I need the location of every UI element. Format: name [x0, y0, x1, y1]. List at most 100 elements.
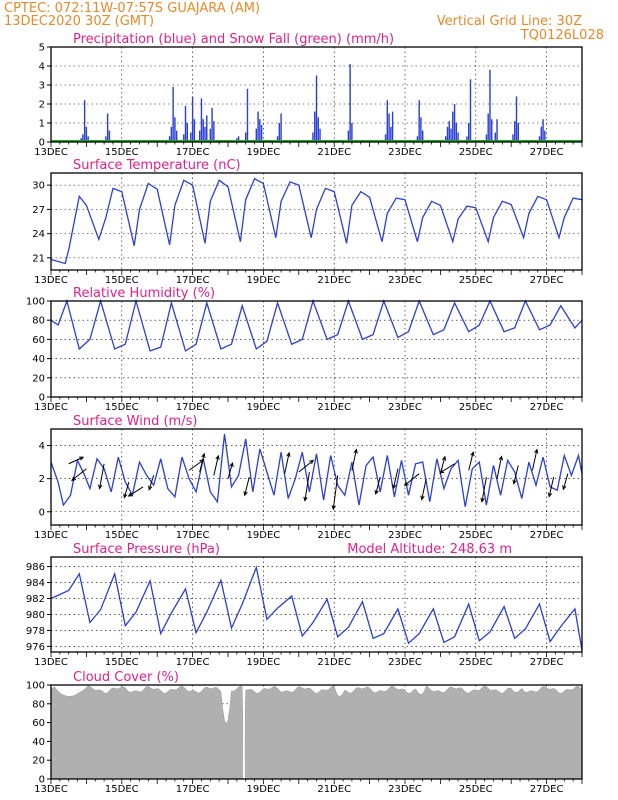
wind-arrow: [213, 455, 219, 476]
precip-bar: [450, 128, 452, 142]
temp-ytick-label: 27: [32, 205, 45, 216]
precip-ytick-label: 4: [39, 62, 45, 73]
pres-ytick-label: 984: [26, 578, 45, 589]
cloud-xtick-label: 13DEC: [34, 784, 68, 795]
precip-bar: [347, 130, 350, 142]
precip-bar: [386, 100, 389, 142]
rh-xtick-label: 23DEC: [388, 402, 422, 413]
pres-series-line: [50, 565, 583, 651]
wind-arrow: [468, 452, 474, 471]
rh-xtick-label: 27DEC: [530, 402, 564, 413]
precip-bar: [351, 123, 353, 142]
wind-arrow: [71, 468, 87, 481]
wind-frame: [50, 428, 583, 526]
cloud-xtick-label: 17DEC: [176, 784, 210, 795]
wind-arrow: [439, 463, 455, 474]
wind-ytick-label: 4: [39, 441, 45, 452]
wind-arrow: [227, 462, 233, 479]
precip-bar: [391, 111, 394, 142]
wind-arrow-head: [498, 455, 504, 461]
temp-xtick-label: 23DEC: [388, 275, 422, 286]
precip-bar: [544, 130, 546, 142]
precip-bar: [485, 134, 488, 142]
wind-arrow-head: [331, 505, 336, 511]
precip-bar: [246, 88, 249, 142]
precip-bar: [257, 111, 259, 142]
precip-bar: [388, 113, 390, 142]
precip-bar: [496, 119, 498, 142]
pres-xtick-label: 15DEC: [105, 657, 139, 668]
rh-ytick-label: 100: [26, 297, 45, 308]
temp-frame: [50, 172, 583, 271]
temp-xtick-label: 21DEC: [317, 275, 351, 286]
wind-xtick-label: 19DEC: [247, 530, 281, 541]
precip-bar: [85, 126, 88, 142]
wind-arrow: [513, 465, 519, 484]
rh-xtick-label: 21DEC: [317, 402, 351, 413]
cloud-xtick-label: 27DEC: [530, 784, 564, 795]
rh-xtick-label: 17DEC: [176, 402, 210, 413]
precip-bar: [193, 119, 196, 142]
cloud-area: [50, 685, 583, 780]
wind-series-line: [50, 433, 583, 507]
precip-bar: [491, 119, 493, 142]
precip-bar: [198, 130, 201, 142]
precip-bar: [213, 121, 215, 142]
precip-bar: [183, 134, 185, 142]
precip-bar: [384, 134, 387, 142]
wind-arrow-head: [480, 497, 485, 503]
precip-ytick-label: 5: [39, 43, 45, 54]
precip-bar: [204, 126, 206, 142]
precip-bar: [421, 130, 424, 142]
wind-xtick-label: 21DEC: [317, 530, 351, 541]
cloud-ytick-label: 40: [32, 737, 45, 748]
precip-bar: [515, 96, 518, 142]
precip-xtick-label: 23DEC: [388, 147, 422, 158]
temp-xtick-label: 17DEC: [176, 275, 210, 286]
rh-xtick-label: 13DEC: [34, 402, 68, 413]
precip-bar: [457, 132, 459, 142]
temp-xtick-label: 15DEC: [105, 275, 139, 286]
precip-bar: [317, 117, 319, 142]
rh-ytick-label: 80: [32, 316, 45, 327]
precip-bar: [211, 107, 213, 142]
precip-bar: [455, 123, 458, 142]
rh-xtick-label: 15DEC: [105, 402, 139, 413]
precip-bar: [260, 124, 263, 142]
precip-bar: [542, 119, 544, 142]
wind-arrow-head: [215, 454, 220, 460]
precip-bar: [190, 132, 192, 142]
precip-bar: [209, 128, 212, 142]
pres-ytick-label: 976: [26, 642, 45, 653]
wind-title: Surface Wind (m/s): [73, 414, 197, 429]
pres-xtick-label: 21DEC: [317, 657, 351, 668]
wind-arrow-head: [286, 451, 291, 457]
wind-arrow-head: [243, 491, 248, 497]
rh-ytick-label: 0: [39, 393, 45, 404]
rh-ytick-label: 40: [32, 354, 45, 365]
cloud-xtick-label: 21DEC: [317, 784, 351, 795]
precip-title: Precipitation (blue) and Snow Fall (gree…: [73, 32, 394, 47]
rh-ytick-label: 20: [32, 373, 45, 384]
cloud-panel: 0 20 40 60 80 100 13DEC 15DEC 17DEC 19DEC 21DEC 23D…: [26, 670, 583, 795]
wind-arrow-head: [201, 452, 206, 458]
wind-arrow-head: [79, 456, 85, 461]
rh-series-line: [50, 298, 583, 352]
precip-bar: [259, 119, 261, 142]
wind-arrow: [421, 478, 427, 500]
pres-ytick-label: 982: [26, 594, 45, 605]
wind-arrow: [531, 449, 538, 471]
wind-arrow: [123, 481, 130, 498]
wind-arrow-head: [123, 493, 128, 499]
precip-bar: [170, 126, 173, 142]
pres-panel: 976 978 980 982 984 986 13DEC 15DEC 17DEC 19DEC 21…: [26, 542, 583, 668]
wind-arrow: [304, 471, 310, 501]
pres-ytick-label: 980: [26, 610, 45, 621]
precip-bar: [174, 117, 176, 142]
wind-arrow-head: [420, 495, 425, 501]
precip-bar: [206, 115, 208, 142]
pres-xtick-label: 23DEC: [388, 657, 422, 668]
pres-ytick-label: 978: [26, 626, 45, 637]
precip-ytick-label: 2: [39, 100, 45, 111]
precip-bar: [200, 98, 203, 142]
